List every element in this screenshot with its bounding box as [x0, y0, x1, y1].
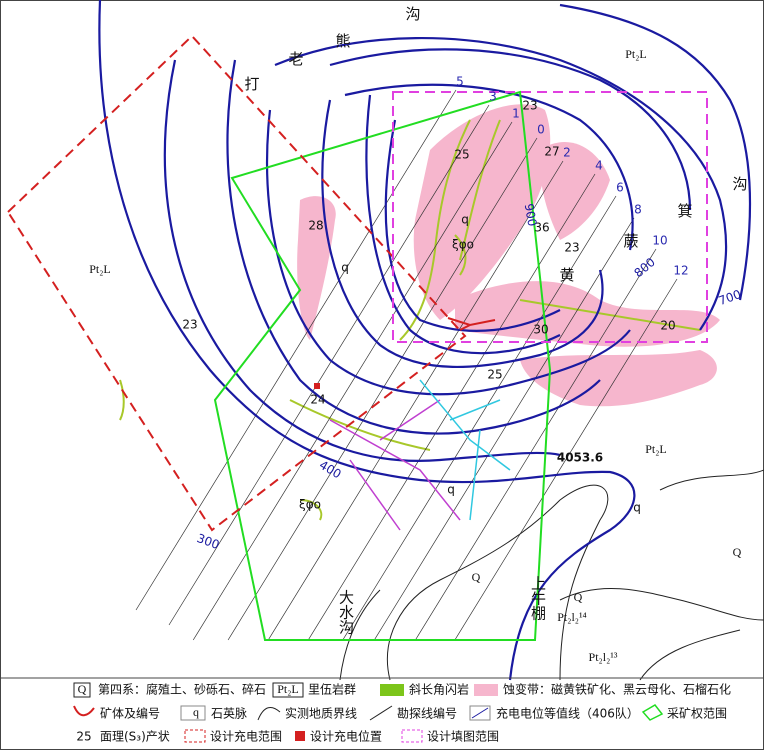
exploration-line [342, 195, 617, 641]
unit-label: Pt₂L [89, 262, 111, 276]
rock-label: q [461, 213, 469, 227]
charging-point [314, 383, 320, 389]
rock-label: q [447, 483, 455, 497]
place-label: 上牛棚 [529, 576, 547, 621]
attitude-label: 24 [310, 393, 325, 407]
legend-label: 设计充电范围 [210, 729, 282, 744]
unit-label: Pt₂L [645, 442, 667, 456]
legend-label: 充电电位等值线（406队） [496, 706, 639, 721]
charging-contours [98, 0, 752, 681]
place-label: 沟 [732, 175, 747, 193]
attitude-label: 23 [522, 99, 537, 113]
unit-label: Pt₂l₂¹³ [589, 650, 618, 664]
quaternary-label: Q [733, 545, 742, 559]
legend-label: 面理(S₃)产状 [100, 730, 170, 744]
alteration-zones [297, 104, 720, 407]
legend-label: 石英脉 [211, 706, 247, 721]
rock-label: ξφο [299, 498, 321, 512]
exploration-line-number: 4 [595, 159, 603, 173]
unit-label: Pt₂l₂¹⁴ [557, 610, 587, 624]
attitude-label: 23 [182, 318, 197, 332]
survey-lines [329, 379, 511, 531]
place-label: 大水沟 [337, 590, 355, 636]
legend-label: 采矿权范围 [667, 707, 727, 721]
exploration-line [135, 89, 457, 611]
geologic-boundaries [339, 469, 764, 681]
legend-label: 设计填图范围 [427, 730, 499, 744]
legend-symbol: Pt₂L [277, 682, 299, 696]
exploration-line-number: 0 [537, 123, 545, 137]
exploration-line [168, 104, 490, 626]
legend-symbol: Q [78, 682, 87, 696]
exploration-line-number: 8 [634, 203, 642, 217]
legend-label: 设计充电位置 [310, 729, 382, 744]
legend-label: 蚀变带：磁黄铁矿化、黑云母化、石榴石化 [503, 682, 731, 697]
legend-label: 第四系：腐殖土、砂砾石、碎石 [98, 682, 266, 697]
quaternary-label: Q [574, 590, 583, 604]
exploration-line [307, 173, 596, 641]
legend-label: 矿体及编号 [100, 706, 160, 721]
legend-label: 实测地质界线 [285, 706, 357, 721]
exploration-line [454, 278, 678, 641]
legend-symbol: q [193, 705, 199, 719]
place-label: 沟 [405, 5, 420, 23]
attitude-label: 36 [534, 221, 549, 235]
attitude-label: 28 [308, 219, 323, 233]
ore-body [447, 317, 496, 331]
exploration-line-number: 12 [673, 264, 688, 278]
attitude-label: 25 [487, 368, 502, 382]
place-label: 黄 [559, 266, 574, 284]
attitude-label: 20 [660, 319, 675, 333]
place-label: 熊 [335, 32, 350, 50]
attitude-label: 30 [533, 323, 548, 337]
place-label: 箕 [677, 202, 692, 220]
exploration-line-number: 10 [652, 234, 667, 248]
exploration-lines [135, 89, 678, 641]
exploration-line [267, 160, 564, 641]
design-charging-range [6, 34, 467, 532]
legend-symbol: 25 [76, 730, 91, 744]
exploration-line-number: 5 [456, 75, 464, 89]
exploration-line-number: 2 [563, 146, 571, 160]
attitude-label: 25 [454, 148, 469, 162]
mining-right-boundary [213, 90, 552, 641]
legend-label: 勘探线编号 [397, 706, 457, 721]
contour-label: 900 [522, 202, 540, 227]
quaternary-label: Q [472, 570, 481, 584]
unit-label: Pt₂L [625, 47, 647, 61]
rock-label: q [633, 501, 641, 515]
rock-label: ξφο [452, 238, 474, 252]
attitude-label: 27 [544, 145, 559, 159]
exploration-line [415, 248, 657, 641]
exploration-line [227, 137, 538, 641]
exploration-line-number: 3 [489, 90, 497, 104]
exploration-line-number: 6 [616, 181, 624, 195]
place-label: 蕨 [623, 232, 638, 250]
elevation-point: 4053.6 [557, 451, 603, 465]
rock-label: q [341, 261, 349, 275]
exploration-line [374, 217, 635, 641]
amphibolite-stripes [119, 119, 701, 521]
legend-label: 里伍岩群 [308, 682, 356, 697]
exploration-line-number: 1 [512, 107, 520, 121]
legend-label: 斜长角闪岩 [409, 682, 469, 697]
place-label: 打 [244, 75, 259, 93]
place-label: 老 [288, 50, 303, 68]
design-mapping-range [392, 91, 708, 343]
legend: 第四系：腐殖土、砂砾石、碎石 Q 里伍岩群 Pt₂L 斜长角闪岩 蚀变带：磁黄铁矿化、黑云… [0, 677, 764, 744]
attitude-label: 23 [564, 241, 579, 255]
